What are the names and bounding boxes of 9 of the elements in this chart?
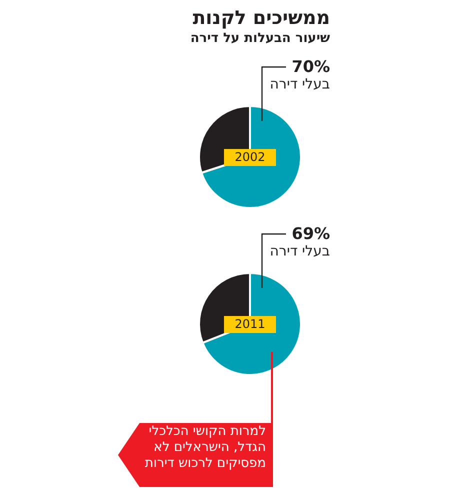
chart-title: ממשיכים לקנות (192, 6, 330, 30)
text: 2002 (234, 150, 266, 164)
text: למרות הקושי הכלכלי הגדל, הישראלים לא מפסיקים לרכוש דירות (144, 424, 266, 472)
slice-label: בעלי דירה (270, 244, 330, 260)
data-label: 70% (292, 57, 330, 76)
text: 2011 (234, 317, 266, 332)
slice-label: בעלי דירה (270, 76, 330, 93)
data-label: 69% (292, 224, 330, 244)
chart-subtitle: שיעור הבעלות על דירה (190, 30, 330, 48)
